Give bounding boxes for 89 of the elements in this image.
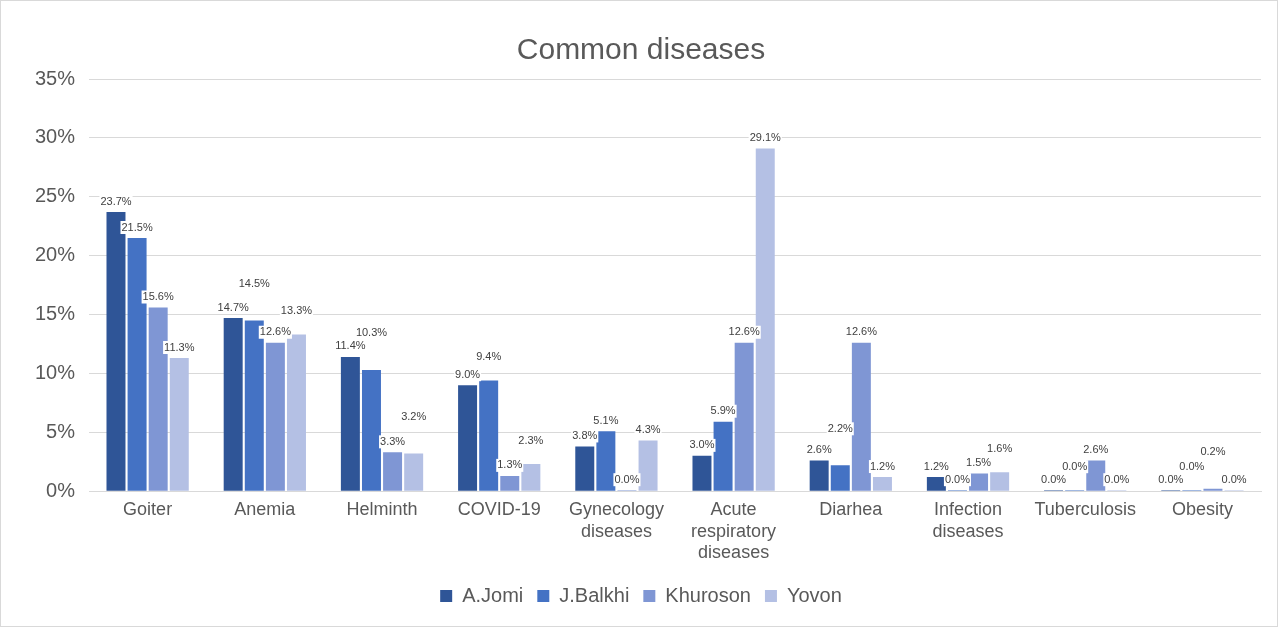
x-tick-label: COVID-19: [457, 498, 541, 519]
bar: [223, 318, 243, 491]
data-label: 3.0%: [689, 438, 715, 451]
legend-label: A.Jomi: [462, 583, 524, 606]
data-label: 2.6%: [806, 443, 832, 456]
legend-label: Yovon: [786, 583, 842, 606]
x-tick-label: Tuberculosis: [1034, 498, 1136, 519]
data-label: 12.6%: [259, 325, 292, 338]
x-tick-label: Anemia: [234, 498, 297, 519]
y-tick-label: 0%: [46, 478, 76, 501]
data-label: 1.2%: [923, 459, 950, 472]
bar: [169, 358, 189, 491]
bar: [479, 380, 499, 491]
data-label: 0.0%: [1041, 472, 1067, 485]
data-label: 0.2%: [1200, 445, 1226, 458]
bar: [713, 421, 733, 491]
bar: [990, 472, 1010, 491]
data-label: 2.3%: [518, 433, 544, 446]
data-label: 14.5%: [238, 276, 271, 289]
data-label: 4.3%: [635, 423, 661, 436]
legend-label: Khuroson: [665, 583, 751, 606]
data-label: 29.1%: [749, 131, 782, 144]
data-label: 9.4%: [476, 350, 502, 363]
data-label: 0.0%: [1179, 459, 1205, 472]
legend-label: J.Balkhi: [559, 583, 630, 606]
x-tick-label: Goiter: [123, 498, 173, 519]
data-label: 10.3%: [355, 326, 388, 339]
x-tick-label: Acute respiratory diseases: [691, 498, 777, 563]
bar: [404, 453, 424, 491]
y-tick-label: 30%: [35, 125, 76, 148]
data-label: 5.9%: [710, 404, 736, 417]
bar: [521, 464, 541, 491]
bar: [1086, 460, 1106, 491]
bar: [383, 452, 403, 491]
bar: [734, 342, 754, 491]
bar: [692, 455, 712, 491]
data-label: 0.0%: [1104, 472, 1130, 485]
y-tick-label: 5%: [46, 419, 76, 442]
bar: [926, 477, 946, 491]
bar: [638, 440, 658, 491]
y-tick-label: 20%: [35, 243, 76, 266]
x-tick-label: Infection diseases: [932, 498, 1004, 541]
data-label: 12.6%: [728, 325, 760, 338]
data-label: 0.0%: [1158, 472, 1184, 485]
bar: [851, 342, 871, 491]
data-label: 9.0%: [455, 367, 481, 380]
data-label: 0.0%: [1221, 472, 1247, 485]
bar: [265, 342, 285, 491]
data-label: 1.5%: [966, 456, 992, 469]
data-label: 0.0%: [614, 472, 640, 485]
bar: [872, 477, 892, 491]
bar: [575, 446, 595, 491]
bar: [286, 334, 306, 491]
bar: [596, 431, 616, 491]
bar: [830, 465, 850, 491]
bar: [500, 475, 520, 491]
data-label: 3.2%: [401, 410, 427, 423]
chart-title: Common diseases: [516, 32, 766, 66]
data-label: 2.6%: [1083, 443, 1109, 456]
data-label: 0.0%: [944, 472, 971, 485]
data-label: 11.4%: [335, 339, 366, 352]
data-label: 14.7%: [217, 300, 249, 313]
y-tick-label: 25%: [35, 184, 76, 207]
data-label: 15.6%: [142, 290, 174, 303]
y-tick-label: 10%: [35, 360, 76, 383]
bar: [361, 369, 381, 491]
data-label: 13.3%: [280, 304, 313, 317]
data-label: 5.1%: [593, 413, 619, 426]
x-tick-label: Gynecology diseases: [568, 498, 664, 541]
bar: [809, 460, 829, 491]
data-label: 11.3%: [164, 340, 195, 353]
y-tick-label: 35%: [35, 66, 76, 89]
x-tick-label: Helminth: [346, 498, 418, 519]
x-tick-label: Obesity: [1171, 498, 1233, 519]
data-label: 1.3%: [497, 458, 523, 471]
bar: [458, 385, 478, 491]
data-label: 21.5%: [121, 220, 153, 233]
bar: [969, 473, 989, 491]
data-label: 1.6%: [987, 441, 1013, 454]
x-tick-label: Diarhea: [819, 498, 884, 519]
data-label: 23.7%: [100, 194, 132, 207]
data-label: 3.3%: [380, 434, 406, 447]
data-label: 3.8%: [572, 428, 598, 441]
y-tick-label: 15%: [35, 302, 76, 325]
data-label: 1.2%: [869, 459, 896, 472]
data-label: 2.2%: [827, 421, 854, 434]
data-label: 12.6%: [845, 325, 878, 338]
data-label: 0.0%: [1062, 459, 1088, 472]
bar: [340, 356, 360, 491]
